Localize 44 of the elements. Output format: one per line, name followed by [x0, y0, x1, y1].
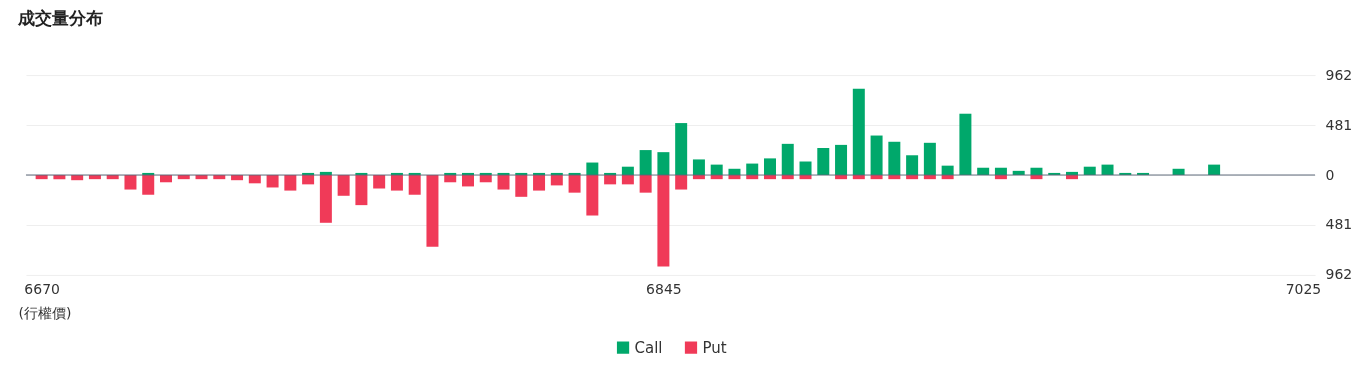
- x-tick-label: 6845: [646, 281, 682, 298]
- bar: [497, 175, 510, 190]
- bar: [639, 175, 652, 193]
- bar: [355, 175, 368, 206]
- y-tick-label: 962: [1325, 266, 1353, 283]
- bar: [959, 113, 972, 176]
- bar: [533, 175, 546, 191]
- bar: [870, 135, 883, 176]
- bar: [923, 142, 936, 176]
- bar: [319, 175, 332, 223]
- bar: [852, 88, 865, 176]
- legend-label: Put: [702, 338, 727, 357]
- bar: [586, 175, 599, 216]
- bar: [568, 175, 581, 193]
- bar: [817, 148, 830, 176]
- bar: [124, 175, 137, 190]
- y-tick-label: 481: [1325, 216, 1353, 233]
- y-tick-label: 0: [1325, 166, 1335, 183]
- bar: [515, 175, 528, 197]
- bar: [835, 144, 848, 176]
- bar: [373, 175, 386, 189]
- bar: [142, 175, 155, 195]
- bar: [692, 159, 705, 176]
- bar: [639, 150, 652, 176]
- bar: [657, 152, 670, 176]
- bar: [390, 175, 403, 191]
- bar: [888, 141, 901, 176]
- bar: [906, 155, 919, 176]
- x-axis-title: (行權價): [18, 305, 72, 322]
- bar: [284, 175, 297, 191]
- legend-label: Call: [634, 338, 663, 357]
- x-tick-label: 7025: [1285, 281, 1322, 298]
- bar: [763, 158, 776, 176]
- bar: [408, 175, 421, 195]
- bar: [657, 175, 670, 267]
- bar: [675, 123, 688, 176]
- bar: [675, 175, 688, 190]
- y-tick-label: 481: [1325, 116, 1353, 133]
- y-tick-label: 962: [1325, 66, 1353, 83]
- bar: [426, 175, 439, 247]
- bar: [781, 143, 794, 176]
- x-tick-label: 6670: [24, 281, 60, 298]
- bar: [337, 175, 350, 196]
- chart-title: 成交量分布: [16, 8, 103, 29]
